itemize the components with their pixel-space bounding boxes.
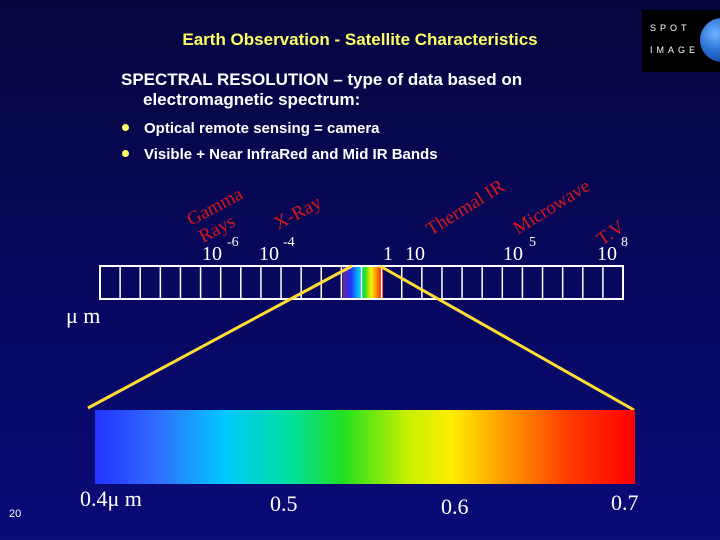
- logo-line-2: IMAGE: [650, 45, 700, 55]
- label-thermal-ir: Thermal IR: [423, 176, 509, 241]
- scale-exp-1: -6: [227, 235, 239, 250]
- visible-spectrum-bar: [95, 410, 635, 484]
- heading-line-2: electromagnetic spectrum:: [143, 90, 361, 109]
- heading-line-1: SPECTRAL RESOLUTION – type of data based…: [121, 70, 523, 89]
- scale-label-2: 10: [259, 243, 279, 265]
- zoom-line-right: [379, 264, 635, 412]
- spot-image-logo: SPOT IMAGE: [642, 10, 720, 72]
- visible-band-segment: [343, 266, 383, 299]
- bullet-item-1: Optical remote sensing = camera: [122, 120, 380, 138]
- bullet-item-2: Visible + Near InfraRed and Mid IR Bands: [122, 146, 438, 164]
- bullet-text-1: Optical remote sensing = camera: [144, 120, 380, 137]
- scale-exp-2: -4: [283, 235, 295, 250]
- visible-label-2: 0.5: [270, 491, 298, 516]
- scale-label-1: 10: [202, 243, 222, 265]
- zoom-line-left: [87, 264, 353, 410]
- unit-label: μ m: [66, 303, 100, 328]
- label-x-ray: X-Ray: [270, 192, 325, 235]
- visible-label-1: 0.4μ m: [80, 486, 142, 511]
- scale-label-5: 10: [503, 243, 523, 265]
- scale-bar-ticks: [119, 266, 604, 299]
- scale-exp-5: 5: [529, 235, 536, 250]
- visible-label-3: 0.6: [441, 494, 469, 519]
- scale-label-4: 10: [405, 243, 425, 265]
- slide-title: Earth Observation - Satellite Characteri…: [182, 30, 538, 49]
- label-microwave: Microwave: [510, 176, 595, 240]
- section-heading: SPECTRAL RESOLUTION – type of data based…: [121, 70, 641, 110]
- visible-label-4: 0.7: [611, 490, 639, 515]
- scale-label-3: 1: [383, 243, 393, 265]
- slide-number: 20: [9, 508, 22, 520]
- bullet-dot-icon: [122, 150, 129, 157]
- scale-label-6: 10: [597, 243, 617, 265]
- bullet-text-2: Visible + Near InfraRed and Mid IR Bands: [144, 146, 438, 163]
- logo-line-1: SPOT: [650, 23, 691, 33]
- bullet-dot-icon: [122, 124, 129, 131]
- scale-exp-6: 8: [621, 235, 628, 250]
- globe-icon: [700, 18, 720, 62]
